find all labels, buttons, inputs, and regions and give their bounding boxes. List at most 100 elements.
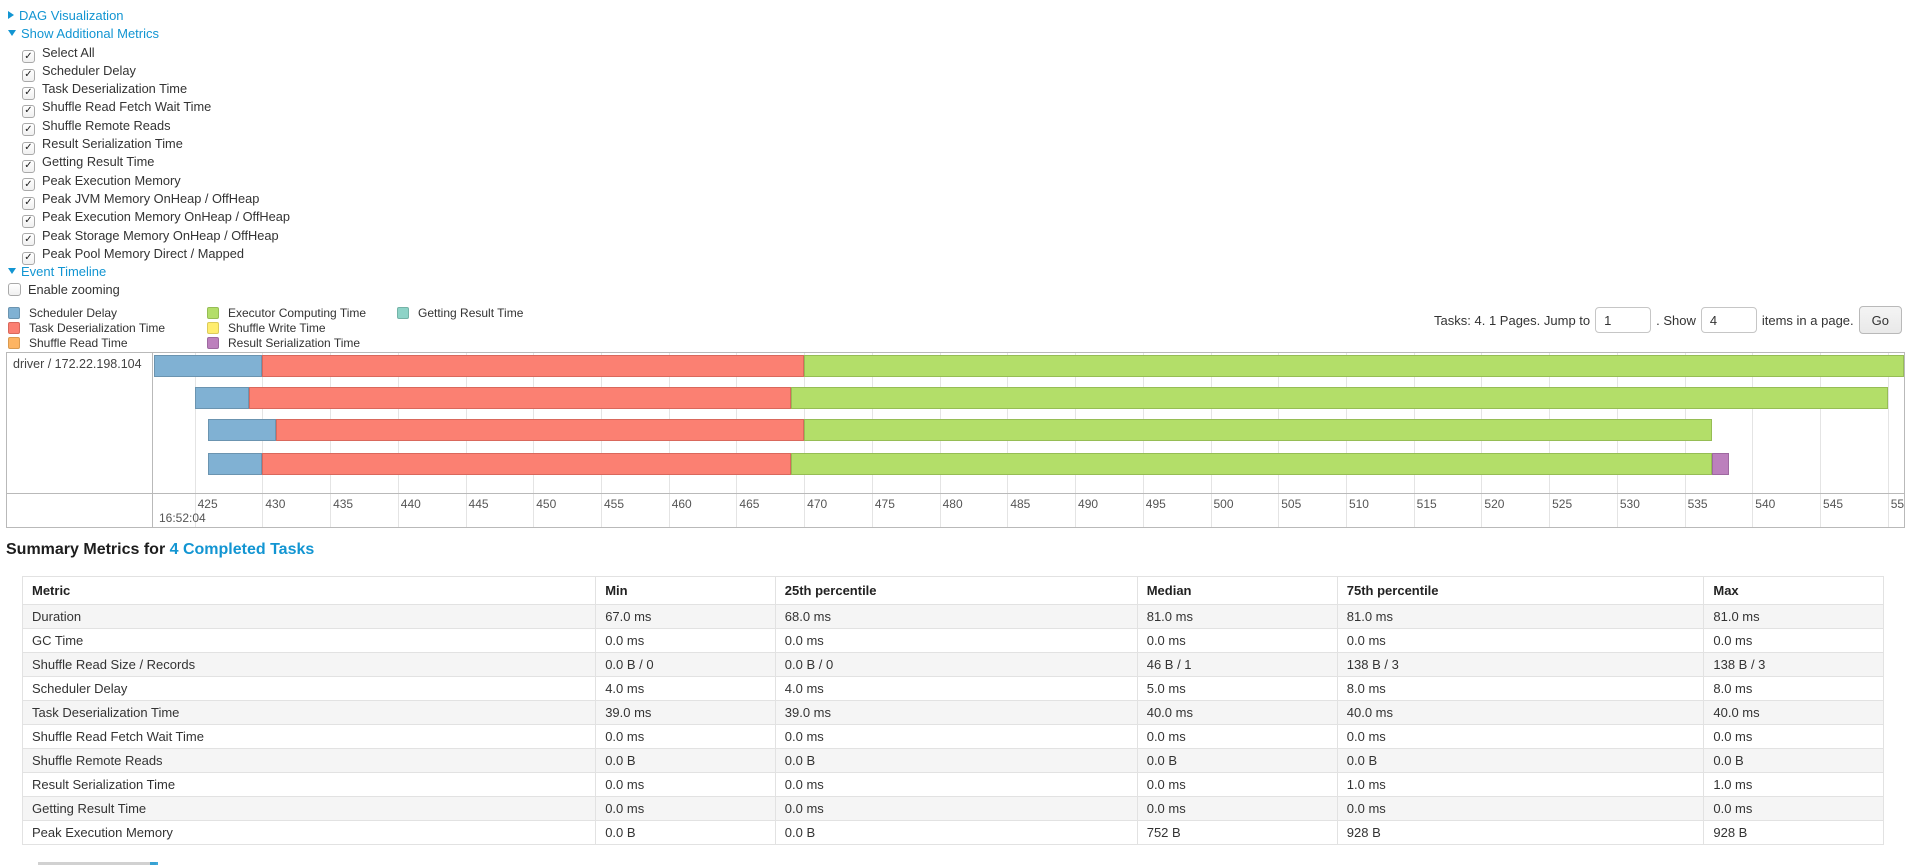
task-bar-task-deserialization[interactable] — [262, 355, 805, 377]
table-cell: 928 B — [1336, 820, 1705, 845]
metric-checkbox-item[interactable]: ✓ Peak Execution Memory — [22, 172, 290, 192]
table-cell: 68.0 ms — [774, 604, 1138, 629]
metric-checkbox-item[interactable]: ✓ Getting Result Time — [22, 153, 290, 174]
table-row: Shuffle Read Size / Records 0.0 B / 0 0.0 … — [21, 652, 1884, 677]
metrics-checkbox-list: ✓ Select All ✓ Scheduler Delay ✓ Task Deseria… — [8, 44, 291, 265]
table-row: Task Deserialization Time 39.0 ms 39.0 ms 4… — [21, 700, 1884, 725]
timeline-gridline — [194, 353, 196, 527]
task-bar-scheduler-delay[interactable] — [154, 355, 263, 377]
metric-checkbox[interactable]: ✓ — [22, 178, 35, 192]
task-bar-task-deserialization[interactable] — [275, 419, 805, 441]
items-per-page-input[interactable] — [1700, 307, 1757, 333]
table-header-cell: Median — [1136, 576, 1338, 605]
metric-checkbox-item[interactable]: ✓ Select All — [22, 44, 290, 64]
timeline-controls-panel: DAG Visualization Show Additional Metric… — [8, 7, 290, 300]
task-bar-task-deserialization[interactable] — [248, 387, 791, 409]
completed-tasks-link[interactable]: 4 Completed Tasks — [169, 541, 315, 558]
clipped-link-sliver — [150, 862, 158, 865]
go-button[interactable]: Go — [1858, 306, 1902, 334]
table-cell: 0.0 B — [1336, 748, 1705, 773]
table-cell: 0.0 B — [774, 748, 1138, 773]
table-row: Getting Result Time 0.0 ms 0.0 ms 0.0 ms 0.0… — [21, 796, 1884, 821]
table-cell: 0.0 ms — [595, 796, 776, 821]
task-bar-scheduler-delay[interactable] — [194, 387, 249, 409]
jump-to-page-input[interactable] — [1595, 307, 1652, 333]
pagination-info-text: Tasks: 4. 1 Pages. Jump to — [1434, 312, 1591, 328]
metric-checkbox[interactable]: ✓ — [22, 160, 35, 174]
metric-checkbox[interactable]: ✓ — [22, 251, 35, 265]
metric-checkbox-label: Shuffle Remote Reads — [42, 117, 171, 133]
metric-checkbox[interactable]: ✓ — [22, 141, 35, 155]
axis-tick-label: 475 — [874, 497, 895, 511]
show-additional-metrics-toggle[interactable]: Show Additional Metrics — [8, 25, 290, 43]
metric-checkbox-item[interactable]: ✓ Peak Storage Memory OnHeap / OffHeap — [22, 227, 290, 247]
task-bar-scheduler-delay[interactable] — [208, 453, 263, 475]
metric-checkbox-item[interactable]: ✓ Peak Pool Memory Direct / Mapped — [22, 245, 290, 265]
summary-heading-text: Summary Metrics for — [6, 541, 166, 558]
shuffle-write-swatch — [207, 321, 219, 334]
table-cell: 0.0 ms — [1136, 724, 1338, 749]
event-timeline-toggle[interactable]: Event Timeline — [8, 263, 290, 281]
timeline-legend: Scheduler Delay Task Deserialization Time… — [8, 306, 1902, 350]
show-additional-metrics-label: Show Additional Metrics — [21, 26, 160, 42]
task-bar-scheduler-delay[interactable] — [208, 419, 276, 441]
metric-checkbox[interactable]: ✓ — [22, 214, 35, 228]
axis-tick-label: 435 — [333, 497, 354, 511]
metric-checkbox-label: Peak Storage Memory OnHeap / OffHeap — [42, 227, 279, 243]
table-cell: 0.0 ms — [774, 772, 1138, 797]
event-timeline-chart: driver / 172.22.198.104 425 430 435 440 445 4… — [6, 352, 1905, 528]
table-cell: 0.0 B — [595, 820, 776, 845]
metric-checkbox-label: Peak Execution Memory OnHeap / OffHeap — [42, 209, 291, 225]
axis-base-time-label: 16:52:04 — [159, 511, 206, 525]
metric-checkbox[interactable]: ✓ — [22, 50, 35, 64]
table-cell: Shuffle Read Size / Records — [21, 652, 597, 677]
metric-checkbox-item[interactable]: ✓ Shuffle Remote Reads — [22, 117, 290, 137]
table-cell: 81.0 ms — [1336, 604, 1705, 629]
metric-checkbox-item[interactable]: ✓ Shuffle Read Fetch Wait Time — [22, 98, 290, 119]
enable-zooming-checkbox[interactable] — [8, 283, 21, 297]
metric-checkbox-item[interactable]: ✓ Scheduler Delay — [22, 62, 290, 82]
pagination-suffix-text: items in a page. — [1761, 312, 1854, 328]
task-bar-result-serialization[interactable] — [1711, 453, 1730, 475]
table-cell: 0.0 ms — [1336, 628, 1705, 653]
metric-checkbox[interactable]: ✓ — [22, 123, 35, 137]
table-cell: 5.0 ms — [1136, 676, 1338, 701]
timeline-plot-area[interactable]: 425 430 435 440 445 450 455 460 465 470 475 480 485 4… — [154, 353, 1904, 527]
task-bar-task-deserialization[interactable] — [262, 453, 791, 475]
metric-checkbox-item[interactable]: ✓ Result Serialization Time — [22, 135, 290, 155]
table-header-cell: Min — [595, 576, 776, 605]
chevron-down-icon — [8, 268, 16, 275]
metric-checkbox[interactable]: ✓ — [22, 233, 35, 247]
metric-checkbox-label: Peak Execution Memory — [42, 172, 181, 188]
table-cell: 0.0 ms — [774, 796, 1138, 821]
metric-checkbox-item[interactable]: ✓ Peak JVM Memory OnHeap / OffHeap — [22, 190, 290, 210]
task-bar-executor-computing[interactable] — [804, 419, 1712, 441]
table-cell: 0.0 ms — [774, 628, 1138, 653]
table-cell: 0.0 ms — [595, 724, 776, 749]
table-cell: 40.0 ms — [1703, 700, 1884, 725]
legend-label: Getting Result Time — [418, 306, 524, 320]
table-cell: 928 B — [1703, 820, 1884, 845]
pagination-show-text: . Show — [1656, 312, 1696, 328]
metric-checkbox[interactable]: ✓ — [22, 196, 35, 210]
enable-zooming-row[interactable]: Enable zooming — [8, 281, 290, 299]
metric-checkbox[interactable]: ✓ — [22, 105, 35, 119]
table-cell: 81.0 ms — [1136, 604, 1338, 629]
dag-visualization-label: DAG Visualization — [19, 8, 124, 23]
task-bar-executor-computing[interactable] — [804, 355, 1904, 377]
table-cell: 1.0 ms — [1703, 772, 1884, 797]
metric-checkbox[interactable]: ✓ — [22, 86, 35, 100]
table-cell: 81.0 ms — [1703, 604, 1884, 629]
axis-tick-label: 455 — [603, 497, 624, 511]
legend-label: Task Deserialization Time — [29, 320, 166, 335]
metric-checkbox-item[interactable]: ✓ Task Deserialization Time — [22, 80, 290, 100]
axis-tick-label: 480 — [942, 497, 963, 511]
metric-checkbox[interactable]: ✓ — [22, 68, 35, 82]
dag-visualization-toggle[interactable]: DAG Visualization — [8, 7, 290, 25]
table-cell: 0.0 B — [1703, 748, 1884, 773]
metric-checkbox-item[interactable]: ✓ Peak Execution Memory OnHeap / OffHeap — [22, 208, 291, 228]
table-row: Result Serialization Time 0.0 ms 0.0 ms 0.0… — [21, 772, 1884, 797]
axis-tick-label: 505 — [1281, 497, 1302, 511]
task-bar-executor-computing[interactable] — [790, 387, 1888, 409]
task-bar-executor-computing[interactable] — [790, 453, 1712, 475]
